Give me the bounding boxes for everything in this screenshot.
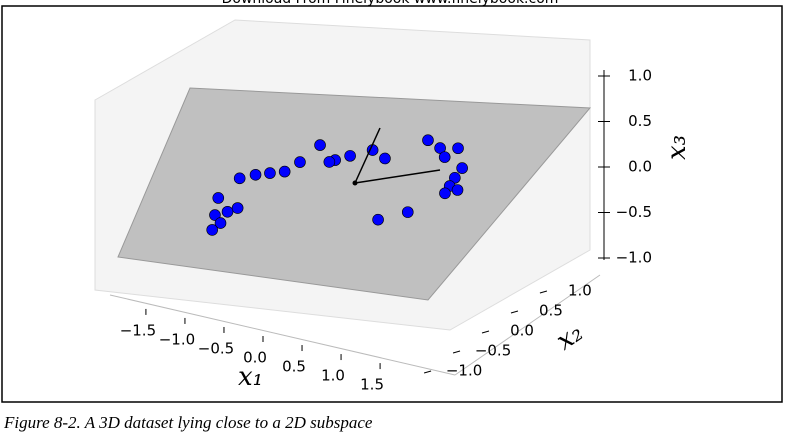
- point: [438, 151, 451, 163]
- y-tick-label: 1.0: [568, 282, 592, 300]
- point: [212, 192, 225, 204]
- figure-border: [1, 5, 783, 403]
- point: [422, 134, 434, 147]
- point: [379, 152, 391, 165]
- y-tick: [539, 290, 548, 294]
- points: [206, 134, 468, 236]
- point: [231, 202, 244, 214]
- z-tick-label: 0.0: [628, 158, 652, 176]
- point: [278, 165, 291, 178]
- component-arrow: [354, 127, 381, 184]
- watermark: Download From Finelybook www.finelybook.…: [222, 0, 559, 7]
- point: [264, 167, 276, 179]
- point: [221, 205, 234, 218]
- caption: Figure 8-2. A 3D dataset lying close to …: [3, 413, 373, 432]
- x-tick-label: −0.5: [198, 339, 234, 357]
- point: [233, 172, 246, 185]
- y-axis-line: [454, 274, 601, 376]
- x-tick-label: −1.5: [120, 321, 156, 339]
- y-tick-label: 0.5: [539, 302, 563, 320]
- z-tick-label: 0.5: [628, 112, 652, 130]
- plane: [117, 87, 592, 301]
- x-tick-label: 1.5: [360, 376, 384, 394]
- point: [434, 142, 446, 154]
- point: [209, 209, 221, 221]
- point: [372, 213, 384, 226]
- point: [451, 184, 464, 196]
- z-tick-label: −1.0: [616, 249, 652, 267]
- point: [439, 187, 451, 200]
- point: [294, 156, 306, 168]
- point: [206, 224, 219, 236]
- x-tick-label: −1.0: [159, 330, 195, 348]
- y-tick-label: 0.0: [510, 322, 534, 340]
- z-tick-label: −0.5: [616, 203, 652, 221]
- z-axis-label: x₃: [662, 135, 692, 160]
- point: [214, 217, 227, 229]
- y-tick-label: −1.0: [446, 362, 482, 380]
- x-tick-label: 0.5: [282, 358, 306, 376]
- z-tick-label: 1.0: [628, 67, 652, 85]
- point: [344, 150, 356, 162]
- point: [456, 162, 468, 174]
- point: [452, 142, 464, 155]
- y-tick: [510, 310, 519, 314]
- y-tick-label: −0.5: [475, 342, 511, 360]
- point: [401, 206, 414, 218]
- point: [314, 139, 326, 151]
- x-axis-label: x₁: [238, 362, 263, 392]
- y-tick: [423, 370, 432, 374]
- point: [449, 172, 461, 184]
- x-axis-line: [109, 294, 456, 376]
- point: [323, 156, 336, 168]
- x-tick-label: 1.0: [321, 367, 345, 385]
- y-tick: [481, 330, 490, 334]
- y-axis-label: x₂: [551, 318, 589, 357]
- x-tick-label: 0.0: [243, 349, 267, 367]
- y-tick: [452, 350, 461, 354]
- component-arrow: [354, 169, 441, 184]
- point: [249, 168, 262, 181]
- mean-point: [352, 180, 358, 186]
